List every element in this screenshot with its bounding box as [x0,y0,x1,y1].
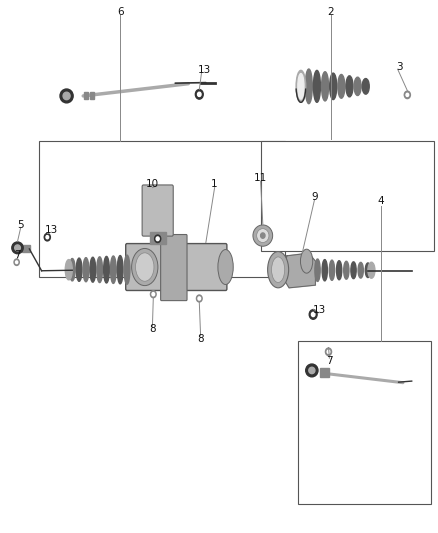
Bar [320,368,329,377]
Ellipse shape [322,260,327,281]
FancyBboxPatch shape [126,244,227,290]
Ellipse shape [306,364,318,377]
Ellipse shape [65,260,72,280]
Bar [261,141,434,251]
Ellipse shape [15,261,18,263]
Ellipse shape [46,236,49,239]
Ellipse shape [131,248,158,286]
Ellipse shape [311,312,315,317]
FancyBboxPatch shape [161,235,187,301]
Text: 1: 1 [211,180,218,189]
Ellipse shape [309,310,317,319]
Ellipse shape [336,261,342,280]
Ellipse shape [268,252,289,288]
Ellipse shape [83,257,89,282]
Bar [84,92,88,99]
Ellipse shape [330,73,337,100]
Ellipse shape [14,259,19,265]
Ellipse shape [346,76,353,97]
Ellipse shape [97,257,102,282]
Ellipse shape [104,256,110,283]
Text: 7: 7 [14,251,21,260]
Ellipse shape [14,245,20,251]
Ellipse shape [365,263,371,278]
Ellipse shape [305,69,312,103]
Text: 13: 13 [198,66,211,75]
Ellipse shape [60,89,73,103]
Ellipse shape [368,262,375,278]
Ellipse shape [315,259,320,281]
Ellipse shape [404,91,410,99]
Ellipse shape [156,237,159,241]
Text: 6: 6 [117,7,124,17]
Ellipse shape [358,262,364,278]
Ellipse shape [338,75,345,98]
Text: 13: 13 [45,225,58,235]
Text: 8: 8 [149,325,156,334]
Ellipse shape [196,295,202,302]
Ellipse shape [261,233,265,238]
Ellipse shape [296,70,306,102]
Text: 3: 3 [396,62,403,71]
Text: 2: 2 [327,7,334,17]
Text: 7: 7 [326,356,333,366]
Ellipse shape [257,229,269,243]
Ellipse shape [253,225,272,246]
Ellipse shape [351,262,356,279]
Ellipse shape [300,249,313,273]
Ellipse shape [70,259,75,281]
Ellipse shape [110,256,116,284]
Ellipse shape [150,291,156,297]
Ellipse shape [198,92,201,96]
Ellipse shape [354,77,361,95]
Ellipse shape [135,253,154,281]
Bar [22,245,30,252]
Ellipse shape [321,72,328,101]
Ellipse shape [117,255,123,284]
Text: 10: 10 [146,180,159,189]
Ellipse shape [327,350,330,353]
FancyBboxPatch shape [142,185,173,236]
Bar [90,92,94,99]
Ellipse shape [12,242,23,254]
Ellipse shape [344,261,349,279]
Text: 5: 5 [17,220,24,230]
Bar [150,232,166,244]
Ellipse shape [309,367,315,374]
Bar [39,141,285,277]
Text: 8: 8 [197,334,204,344]
Text: 4: 4 [378,196,385,206]
Text: 9: 9 [311,192,318,201]
Ellipse shape [406,93,409,96]
Polygon shape [283,253,315,288]
Ellipse shape [44,233,50,241]
Ellipse shape [298,74,304,99]
Ellipse shape [155,235,161,243]
Ellipse shape [362,78,369,94]
Ellipse shape [218,249,233,285]
Ellipse shape [329,260,335,280]
Ellipse shape [90,257,95,282]
Text: 11: 11 [254,173,267,183]
Ellipse shape [272,257,285,282]
Ellipse shape [152,293,155,296]
Text: 13: 13 [313,305,326,315]
Ellipse shape [76,258,82,281]
Ellipse shape [124,255,130,284]
Ellipse shape [63,92,70,100]
Ellipse shape [314,70,321,102]
Ellipse shape [198,297,201,300]
Ellipse shape [195,90,203,99]
Ellipse shape [325,348,332,356]
Bar [298,341,431,504]
